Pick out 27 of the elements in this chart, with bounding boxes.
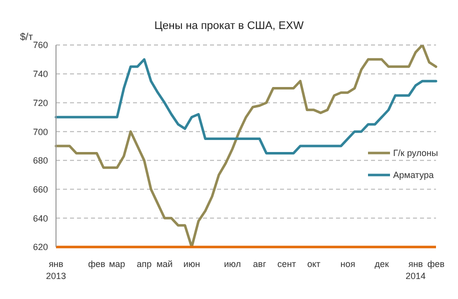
- x-tick-label: фев: [427, 259, 445, 269]
- x-tick-label: янв 2014: [406, 259, 426, 281]
- y-tick-label: 640: [32, 213, 48, 224]
- x-tick-label: ноя: [340, 259, 356, 269]
- chart-title: Цены на прокат в США, EXW: [153, 20, 305, 32]
- legend-label: Г/к рулоны: [393, 148, 438, 158]
- y-axis-title: $/т: [20, 32, 33, 43]
- legend-label: Арматура: [393, 170, 434, 180]
- x-tick-label: авг: [253, 259, 267, 269]
- x-tick-label: апр: [136, 259, 152, 269]
- x-tick-label: май: [156, 259, 173, 269]
- x-tick-label: мар: [108, 259, 126, 269]
- x-tick-label: янв 2013: [46, 259, 66, 281]
- y-tick-label: 740: [32, 69, 48, 80]
- y-tick-label: 720: [32, 98, 48, 108]
- x-tick-label: окт: [307, 259, 320, 269]
- y-tick-label: 660: [32, 184, 48, 194]
- y-tick-label: 700: [32, 126, 48, 137]
- y-tick-label: 680: [32, 156, 48, 166]
- y-tick-label: 620: [32, 242, 48, 252]
- x-tick-label: июн: [183, 259, 200, 269]
- x-tick-label: дек: [374, 259, 389, 269]
- x-tick-label: сент: [277, 259, 296, 269]
- y-tick-label: 760: [32, 40, 48, 50]
- x-tick-label: июл: [224, 259, 241, 269]
- line-series: [54, 45, 438, 247]
- x-tick-label: фев: [88, 259, 106, 269]
